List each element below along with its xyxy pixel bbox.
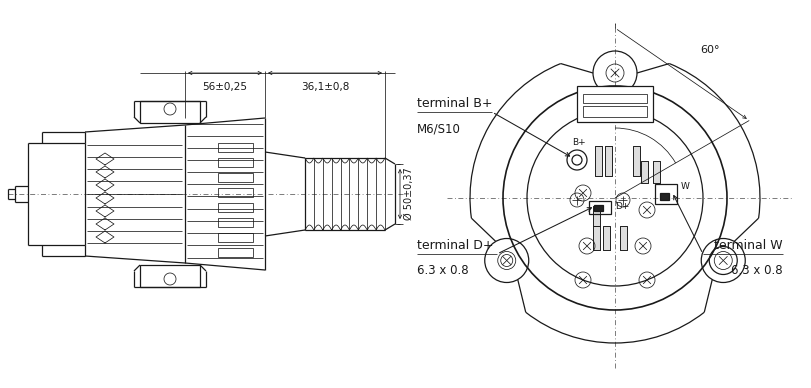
Bar xyxy=(592,226,599,250)
Text: B+: B+ xyxy=(572,138,585,147)
Bar xyxy=(592,206,599,226)
Bar xyxy=(620,226,626,250)
Bar xyxy=(633,146,639,176)
Bar xyxy=(652,161,659,183)
Bar xyxy=(640,161,647,183)
Bar xyxy=(640,161,647,183)
Bar xyxy=(659,193,668,200)
Bar xyxy=(217,203,253,212)
Text: 60°: 60° xyxy=(699,45,719,55)
Text: D+: D+ xyxy=(614,203,629,211)
Text: Ø 50±0,37: Ø 50±0,37 xyxy=(404,168,414,220)
Text: W: W xyxy=(680,182,689,192)
Bar xyxy=(217,158,253,167)
Bar xyxy=(217,173,253,182)
Bar xyxy=(594,205,603,211)
Bar xyxy=(588,201,610,214)
Bar xyxy=(582,106,646,117)
Bar xyxy=(217,188,253,197)
Bar xyxy=(603,226,609,250)
Bar xyxy=(139,101,200,123)
Text: 36,1±0,8: 36,1±0,8 xyxy=(300,82,349,92)
Bar xyxy=(139,265,200,287)
Text: 6.3 x 0.8: 6.3 x 0.8 xyxy=(417,264,468,277)
Text: 56±0,25: 56±0,25 xyxy=(202,82,247,92)
Bar xyxy=(592,226,599,250)
Text: M6/S10: M6/S10 xyxy=(417,122,461,135)
Bar xyxy=(620,226,626,250)
Bar xyxy=(217,143,253,152)
Bar xyxy=(604,146,611,176)
Bar xyxy=(592,206,599,226)
Bar xyxy=(652,161,659,183)
Bar xyxy=(217,233,253,242)
Bar xyxy=(217,248,253,257)
Bar xyxy=(217,218,253,227)
Bar xyxy=(654,184,676,204)
Bar xyxy=(633,146,639,176)
Text: 6.3 x 0.8: 6.3 x 0.8 xyxy=(731,264,782,277)
Text: terminal B+: terminal B+ xyxy=(417,97,492,110)
Bar xyxy=(603,226,609,250)
Bar xyxy=(577,86,652,122)
Bar xyxy=(594,146,601,176)
Bar xyxy=(594,146,601,176)
Bar xyxy=(582,94,646,103)
Text: terminal D+: terminal D+ xyxy=(417,239,493,252)
Text: terminal W: terminal W xyxy=(714,239,782,252)
Bar xyxy=(604,146,611,176)
